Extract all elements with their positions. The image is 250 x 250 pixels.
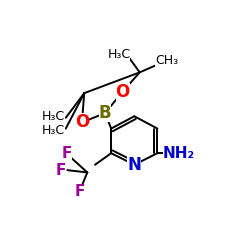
- Text: O: O: [75, 114, 89, 132]
- Text: CH₃: CH₃: [155, 54, 178, 67]
- Text: H₃C: H₃C: [42, 124, 65, 136]
- Text: F: F: [56, 163, 66, 178]
- Text: F: F: [74, 184, 85, 199]
- Text: H₃C: H₃C: [107, 48, 130, 61]
- Text: O: O: [116, 82, 130, 100]
- Text: F: F: [61, 146, 72, 161]
- Text: H₃C: H₃C: [42, 110, 65, 123]
- Text: NH₂: NH₂: [163, 146, 195, 161]
- Text: N: N: [127, 156, 141, 174]
- Text: B: B: [99, 104, 111, 122]
